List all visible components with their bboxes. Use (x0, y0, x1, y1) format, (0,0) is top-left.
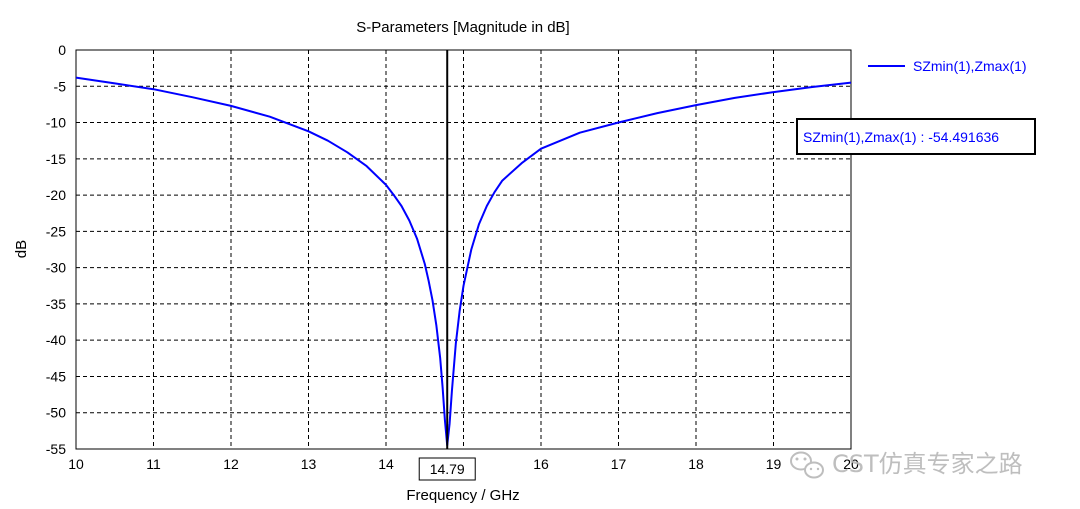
marker-readout-box (796, 118, 1036, 155)
y-tick-label: -50 (46, 405, 66, 421)
x-tick-label: 11 (146, 456, 161, 472)
chart-title: S-Parameters [Magnitude in dB] (356, 19, 569, 36)
x-tick-label: 10 (68, 456, 84, 472)
y-tick-label: -5 (54, 78, 67, 94)
y-tick-label: -40 (46, 332, 66, 348)
y-tick-label: -10 (46, 115, 66, 131)
grid-lines (76, 50, 851, 449)
x-axis-label: Frequency / GHz (406, 487, 519, 504)
watermark: CST仿真专家之路 (790, 450, 1023, 479)
y-axis-label: dB (13, 240, 30, 258)
plot-area (75, 49, 852, 450)
y-tick-label: -30 (46, 260, 66, 276)
y-tick-label: -55 (46, 441, 66, 457)
x-tick-label: 20 (843, 456, 859, 472)
x-tick-label: 13 (301, 456, 317, 472)
x-tick-label: 17 (611, 456, 627, 472)
y-tick-labels: 0 -5 -10 -15 -20 -25 -30 -35 -40 -45 -50 -55 (46, 42, 66, 457)
y-tick-label: -45 (46, 368, 66, 384)
y-tick-label: -20 (46, 187, 66, 203)
marker-layer: 14.79 (418, 50, 476, 481)
legend: SZmin(1),Zmax(1) (868, 58, 1027, 74)
x-tick-label: 12 (223, 456, 239, 472)
marker-readout-text: SZmin(1),Zmax(1) : -54.491636 (803, 129, 999, 145)
marker-x-box (418, 457, 476, 481)
marker-readout: SZmin(1),Zmax(1) : -54.491636 (796, 118, 1036, 155)
marker-x-label: 14.79 (430, 461, 465, 477)
x-tick-label: 19 (766, 456, 782, 472)
wechat-icon (790, 451, 824, 479)
y-tick-label: -25 (46, 223, 66, 239)
x-tick-label: 16 (533, 456, 549, 472)
y-tick-label: 0 (58, 42, 66, 58)
watermark-text: CST仿真专家之路 (832, 450, 1023, 478)
legend-label: SZmin(1),Zmax(1) (913, 58, 1027, 74)
series-line-0 (75, 76, 852, 447)
series-layer (75, 76, 852, 447)
x-tick-label: 14 (378, 456, 394, 472)
y-tick-label: -35 (46, 296, 66, 312)
y-tick-label: -15 (46, 151, 66, 167)
x-tick-label: 18 (688, 456, 704, 472)
